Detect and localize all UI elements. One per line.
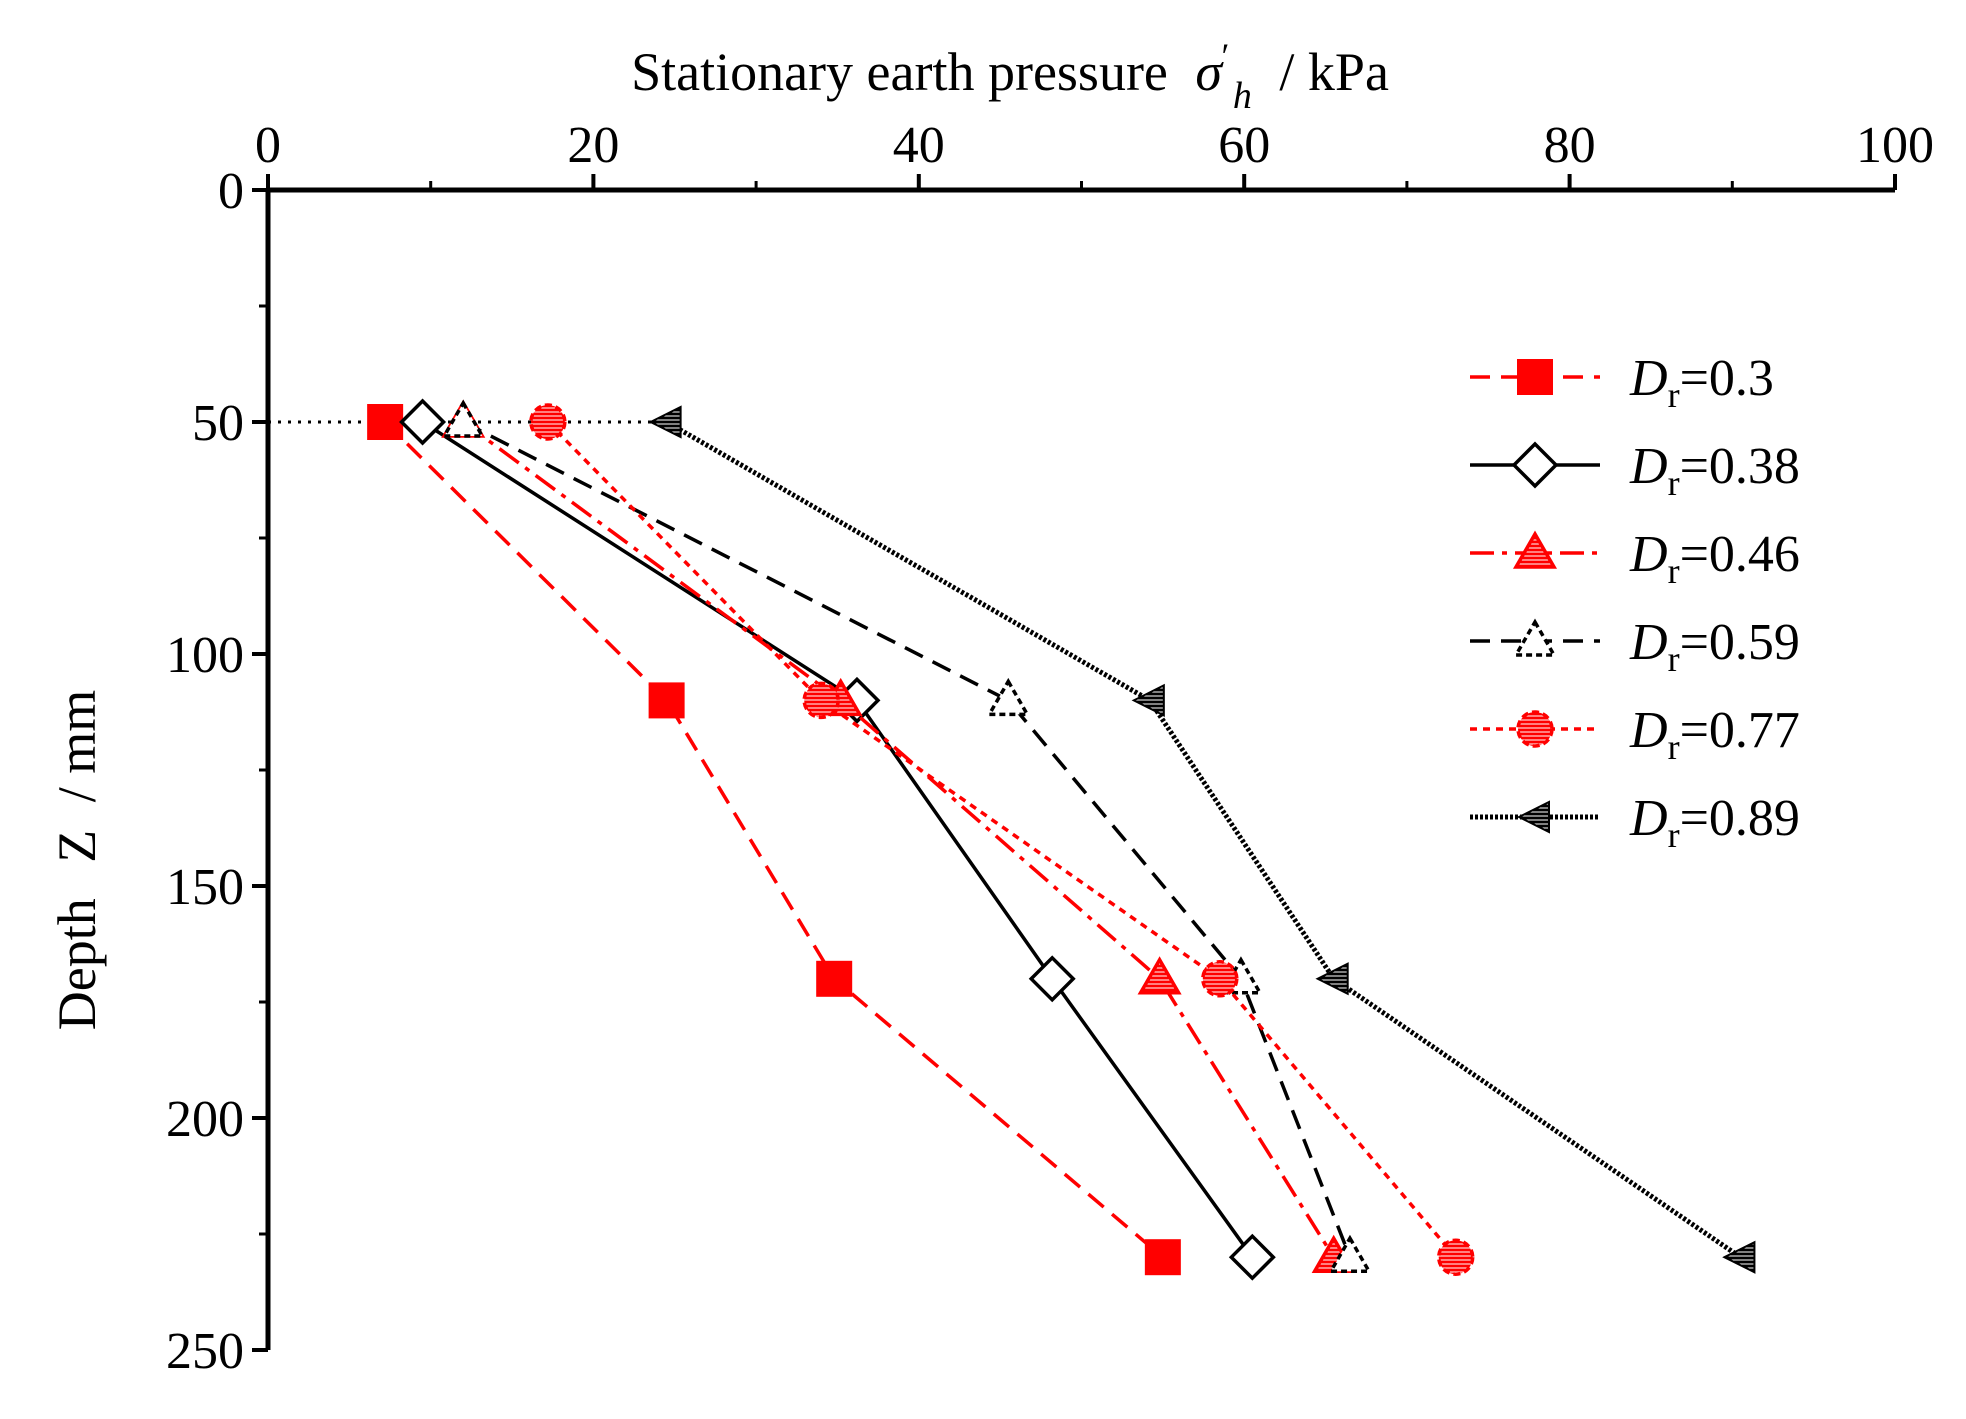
- x-axis-title-prefix: Stationary earth pressure: [631, 42, 1168, 102]
- legend-value: =0.89: [1680, 790, 1800, 847]
- legend-value: =0.59: [1680, 614, 1800, 671]
- data-point: [986, 677, 1031, 717]
- legend-item: Dr=0.59: [1470, 614, 1800, 679]
- data-point: [816, 960, 853, 997]
- data-point: [1201, 960, 1239, 998]
- y-axis-title-symbol: Z: [47, 830, 107, 863]
- data-point: [441, 399, 486, 438]
- x-axis-title: Stationary earth pressure σ ′ h / kPa: [631, 20, 1389, 120]
- legend-symbol: D: [1629, 438, 1668, 495]
- series-1: [367, 404, 1181, 1276]
- data-point: [802, 681, 840, 720]
- legend-value: =0.77: [1680, 702, 1800, 759]
- data-point: [1436, 1238, 1475, 1276]
- y-axis-title: Depth Z / mm: [47, 690, 107, 1030]
- data-point: [1327, 1234, 1372, 1273]
- legend-marker: [1512, 530, 1558, 569]
- data-point: [648, 682, 685, 719]
- y-tick-label: 150: [166, 859, 244, 916]
- x-axis-title-symbol: σ: [1195, 42, 1224, 102]
- data-point: [648, 405, 682, 439]
- svg-text:Stationary earth pressure: Stationary earth pressure σ ′ h / kPa: [631, 20, 1389, 120]
- series-5: [529, 403, 1475, 1276]
- legend-symbol: D: [1629, 790, 1668, 847]
- data-point: [1137, 956, 1182, 995]
- legend-subscript: r: [1668, 375, 1680, 415]
- legend-item: Dr=0.3: [1470, 350, 1774, 415]
- data-point: [399, 398, 447, 446]
- legend-subscript: r: [1668, 727, 1680, 767]
- ticks: 0 20 40 60 80 100 0 50 100 150 200 250: [166, 117, 1934, 1380]
- data-point: [1144, 1239, 1181, 1276]
- legend-label: Dr=0.77: [1629, 702, 1800, 767]
- x-tick-label: 60: [1218, 117, 1270, 174]
- series-line: [421, 420, 1254, 1259]
- data-point: [1722, 1240, 1756, 1274]
- x-tick-label: 80: [1544, 117, 1596, 174]
- x-axis-title-subscript: h: [1233, 75, 1252, 117]
- series-2: [399, 398, 1276, 1281]
- x-axis-title-prime: ′: [1222, 36, 1230, 76]
- legend-marker: [1517, 359, 1553, 395]
- legend-label: Dr=0.3: [1629, 350, 1774, 415]
- series-line: [462, 420, 1352, 1258]
- series-line: [383, 420, 1164, 1259]
- legend-value: =0.3: [1680, 350, 1774, 407]
- y-tick-label: 0: [218, 163, 244, 220]
- data-point: [1028, 955, 1076, 1003]
- data-point: [367, 404, 404, 440]
- legend-item: Dr=0.77: [1470, 702, 1800, 767]
- x-tick-label: 20: [567, 117, 619, 174]
- y-tick-label: 200: [166, 1091, 244, 1148]
- legend-item: Dr=0.46: [1470, 526, 1800, 591]
- legend-symbol: D: [1629, 350, 1668, 407]
- legend-symbol: D: [1629, 526, 1668, 583]
- series-3: [441, 399, 1356, 1273]
- y-tick-label: 100: [166, 627, 244, 684]
- data-point: [1131, 683, 1165, 718]
- x-tick-label: 0: [255, 117, 281, 174]
- legend-value: =0.38: [1680, 438, 1800, 495]
- legend-item: Dr=0.89: [1470, 790, 1800, 855]
- x-tick-label: 100: [1856, 117, 1934, 174]
- series-line: [546, 420, 1458, 1259]
- legend-subscript: r: [1668, 463, 1680, 503]
- series-4: [441, 399, 1372, 1273]
- legend-item: Dr=0.38: [1470, 438, 1800, 503]
- legend-symbol: D: [1629, 614, 1668, 671]
- legend-subscript: r: [1668, 815, 1680, 855]
- legend-marker: [1511, 441, 1559, 489]
- legend-value: =0.46: [1680, 526, 1800, 583]
- x-axis-title-suffix: / kPa: [1279, 42, 1389, 102]
- y-tick-label: 250: [166, 1323, 244, 1380]
- series-layer: [367, 398, 1756, 1281]
- legend-marker: [1512, 618, 1558, 657]
- legend-subscript: r: [1668, 639, 1680, 679]
- legend-marker: [1516, 800, 1550, 834]
- series-line: [665, 419, 1742, 1260]
- data-point: [1228, 1233, 1276, 1281]
- legend-label: Dr=0.89: [1629, 790, 1800, 855]
- svg-text:Depth Z / mm: Depth Z / mm: [47, 690, 107, 1030]
- y-tick-label: 50: [192, 395, 244, 452]
- legend-subscript: r: [1668, 551, 1680, 591]
- x-tick-label: 40: [893, 117, 945, 174]
- legend-label: Dr=0.38: [1629, 438, 1800, 503]
- series-line: [462, 420, 1336, 1259]
- y-axis-title-prefix: Depth: [47, 898, 107, 1030]
- y-axis-title-suffix: / mm: [47, 690, 107, 803]
- legend: Dr=0.3Dr=0.38Dr=0.46Dr=0.59Dr=0.77Dr=0.8…: [1470, 350, 1800, 855]
- legend-symbol: D: [1629, 702, 1668, 759]
- legend-label: Dr=0.59: [1629, 614, 1800, 679]
- series-6: [648, 405, 1756, 1274]
- legend-marker: [1516, 710, 1554, 748]
- legend-label: Dr=0.46: [1629, 526, 1800, 591]
- data-point: [1315, 962, 1349, 996]
- data-point: [529, 403, 567, 441]
